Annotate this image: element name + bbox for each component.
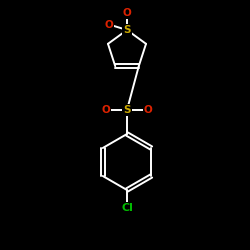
Text: O: O [104,20,114,30]
Text: O: O [102,105,110,115]
Text: O: O [122,8,132,18]
Text: Cl: Cl [121,203,133,213]
Text: S: S [123,25,131,35]
Text: S: S [123,105,131,115]
Text: O: O [144,105,152,115]
